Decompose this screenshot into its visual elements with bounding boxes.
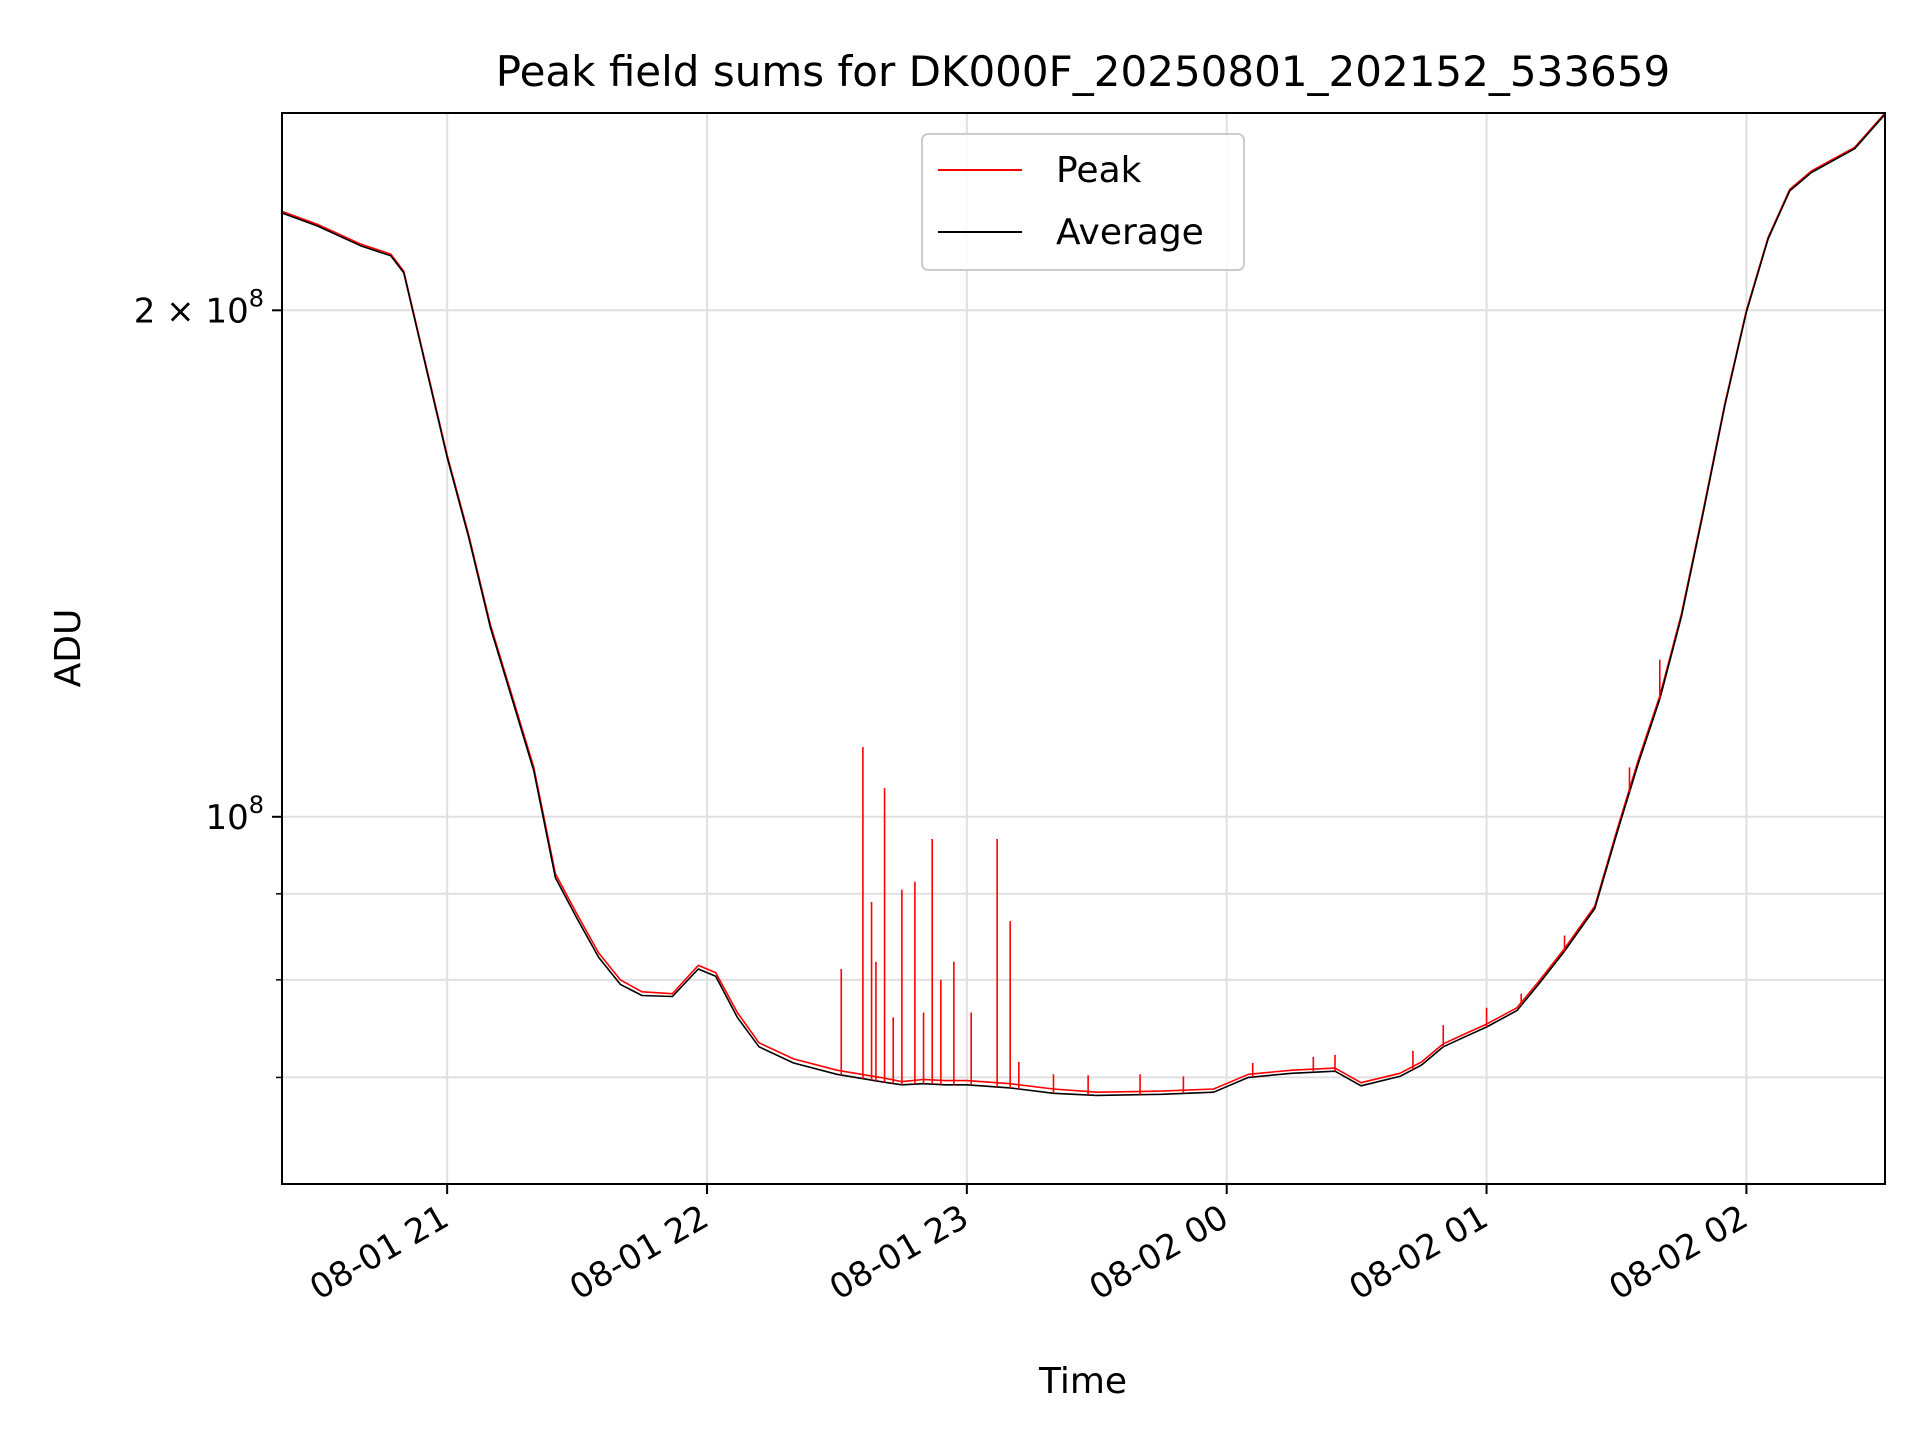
x-axis-label: Time — [1038, 1361, 1127, 1402]
plot-frame — [281, 112, 1886, 1185]
legend-box — [921, 133, 1245, 271]
chart-title: Peak field sums for DK000F_20250801_2021… — [496, 47, 1670, 96]
grid — [282, 113, 1885, 1184]
y-axis: 108 2 × 108 — [134, 284, 282, 1079]
series-layer — [281, 112, 1886, 1097]
y-tick-label: 108 — [205, 791, 264, 838]
legend-label-peak: Peak — [1056, 150, 1142, 191]
legend: Peak Average — [921, 133, 1245, 271]
legend-label-average: Average — [1056, 212, 1204, 253]
y-axis-label: ADU — [48, 609, 89, 688]
y-tick-label: 2 × 108 — [134, 284, 264, 331]
series-line-average — [281, 113, 1886, 1097]
series-line-peak — [281, 112, 1886, 1093]
